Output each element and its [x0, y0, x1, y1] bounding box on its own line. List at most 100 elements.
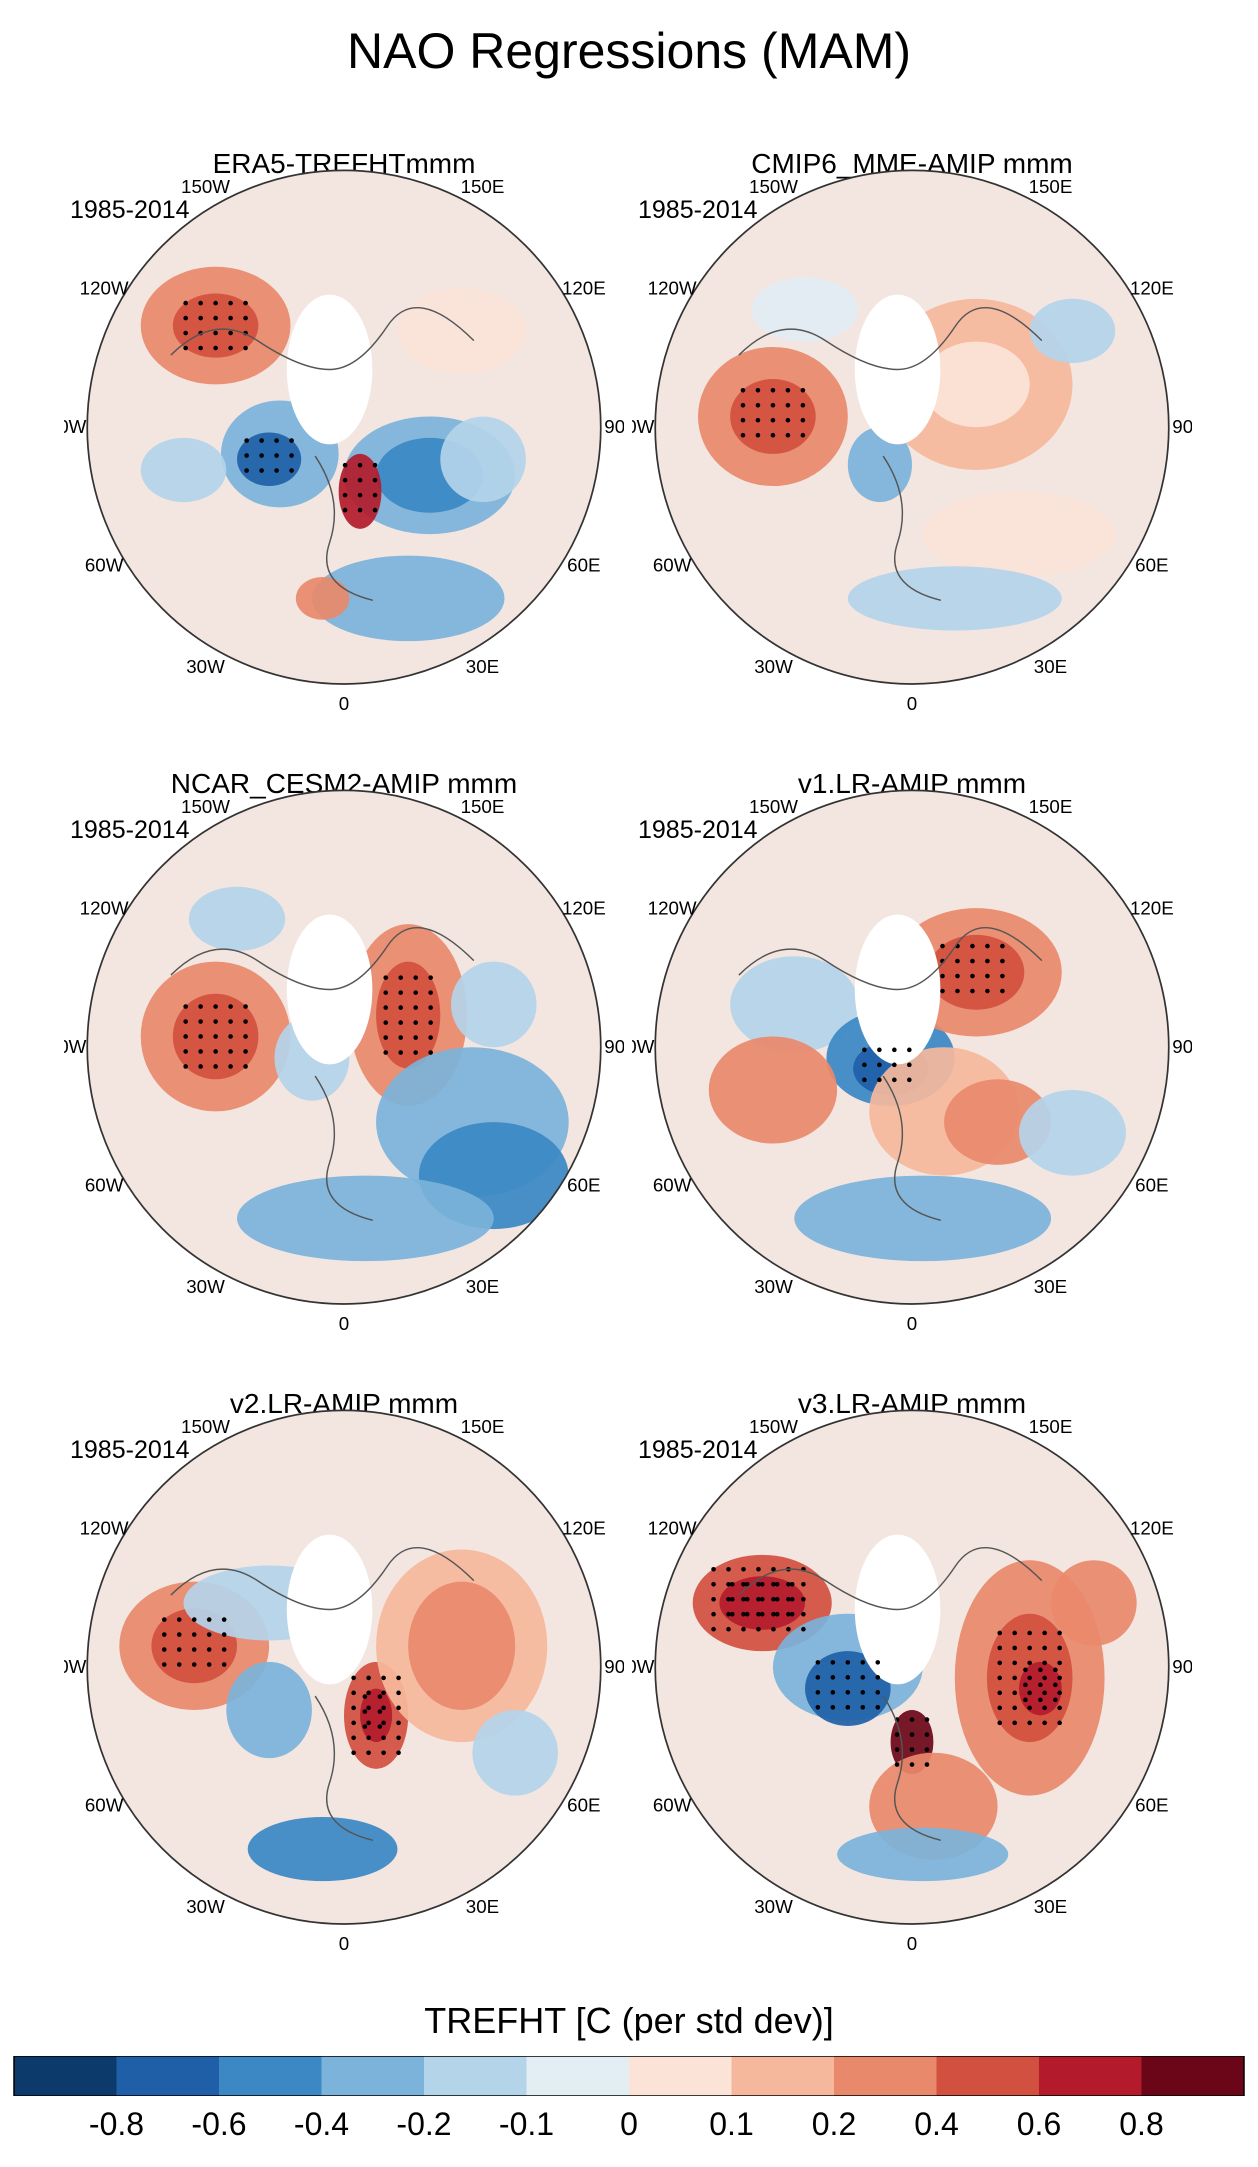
longitude-label: 150E	[1029, 796, 1073, 817]
longitude-label: 60W	[85, 1174, 124, 1195]
longitude-label: 180	[896, 156, 927, 160]
significance-stipple	[183, 300, 378, 513]
anomaly-region	[794, 1175, 1052, 1262]
colorbar-segment	[116, 2056, 219, 2096]
longitude-label: 90E	[1172, 416, 1192, 437]
anomaly-region	[730, 956, 859, 1053]
longitude-label: 120W	[80, 1517, 129, 1538]
anomaly-region	[847, 427, 912, 503]
anomaly-region	[408, 1581, 516, 1710]
colorbar-segment	[321, 2056, 424, 2096]
panel-period: 1985-2014	[638, 196, 758, 224]
polar-map: 180 150E 120E 90E 60E 30E 0 30W 60W 90W 120W 150W	[632, 776, 1192, 1334]
longitude-label: 120E	[1130, 897, 1174, 918]
coastline	[738, 1547, 1043, 1611]
significance-stipple	[862, 943, 1005, 1083]
longitude-label: 30W	[754, 1896, 793, 1917]
longitude-label: 150E	[461, 176, 505, 197]
longitude-label: 90W	[64, 1036, 87, 1057]
significance-stipple	[161, 1617, 401, 1756]
map-boundary	[86, 789, 602, 1305]
longitude-label: 0	[339, 1313, 349, 1334]
longitude-label: 30E	[1034, 1896, 1067, 1917]
longitude-label: 180	[328, 776, 359, 780]
anomaly-region	[730, 379, 816, 454]
anomaly-region	[376, 961, 441, 1069]
significance-stipple	[740, 387, 806, 438]
longitude-label: 120E	[562, 897, 606, 918]
longitude-label: 0	[907, 1933, 917, 1954]
anomaly-region	[1018, 1661, 1062, 1716]
map-boundary	[654, 789, 1170, 1305]
longitude-label: 90W	[632, 1036, 655, 1057]
longitude-label: 150W	[181, 176, 230, 197]
longitude-label: 60E	[567, 1794, 600, 1815]
anomaly-region	[188, 886, 286, 951]
anomaly-region	[472, 1709, 558, 1796]
longitude-label: 60E	[1135, 1174, 1168, 1195]
longitude-label: 150E	[461, 796, 505, 817]
coastline	[170, 1547, 475, 1611]
panel-period: 1985-2014	[638, 816, 758, 844]
significance-stipple	[711, 1566, 1062, 1767]
longitude-label: 120E	[562, 277, 606, 298]
longitude-label: 60E	[567, 1174, 600, 1195]
map-panel-cesm2: NCAR_CESM2-AMIP mmm 1985-2014 180150E120…	[64, 768, 624, 1368]
longitude-label: 60W	[85, 1794, 124, 1815]
anomaly-region	[140, 437, 227, 503]
colorbar-tick-label: -0.1	[498, 2106, 555, 2142]
colorbar-title: TREFHT [C (per std dev)]	[424, 2000, 834, 2041]
longitude-label: 90E	[604, 1656, 624, 1677]
anomaly-region	[226, 1661, 312, 1759]
longitude-label: 150E	[461, 1416, 505, 1437]
longitude-label: 180	[328, 1396, 359, 1400]
longitude-label: 150E	[1029, 1416, 1073, 1437]
longitude-label: 60W	[653, 1794, 692, 1815]
map-panel-cmip6-mme: CMIP6_MME-AMIP mmm 1985-2014 180150E120E…	[632, 148, 1192, 748]
colorbar-segment	[1141, 2056, 1244, 2096]
longitude-label: 0	[339, 693, 349, 714]
colorbar-segment	[629, 2056, 732, 2096]
colorbar	[13, 2056, 1245, 2096]
longitude-label: 60W	[85, 554, 124, 575]
longitude-label: 30W	[754, 656, 793, 677]
coastline	[170, 927, 475, 991]
map-panel-v2-lr: v2.LR-AMIP mmm 1985-2014 180150E120E90E6…	[64, 1388, 624, 1988]
colorbar-tick-label: -0.8	[88, 2106, 145, 2142]
colorbar-tick-label: -0.4	[293, 2106, 350, 2142]
coastline	[738, 307, 1043, 371]
longitude-label: 120E	[1130, 1517, 1174, 1538]
coastline	[882, 1075, 942, 1221]
map-panel-era5: ERA5-TREFHTmmm 1985-2014 180150E120E90E6…	[64, 148, 624, 748]
longitude-label: 60W	[653, 554, 692, 575]
longitude-label: 30E	[466, 1276, 499, 1297]
colorbar-tick-label: -0.6	[191, 2106, 247, 2142]
longitude-label: 180	[328, 156, 359, 160]
colorbar-tick-label: 0.8	[1119, 2106, 1164, 2142]
anomaly-region	[295, 576, 350, 620]
longitude-label: 120W	[80, 277, 129, 298]
longitude-label: 0	[907, 1313, 917, 1334]
map-panel-v3-lr: v3.LR-AMIP mmm 1985-2014 180150E120E90E6…	[632, 1388, 1192, 1988]
colorbar-segment	[834, 2056, 937, 2096]
longitude-label: 90W	[64, 416, 87, 437]
longitude-label: 90W	[64, 1656, 87, 1677]
map-boundary	[86, 1409, 602, 1925]
longitude-label: 90E	[1172, 1036, 1192, 1057]
longitude-label: 150W	[181, 796, 230, 817]
colorbar-segment	[14, 2056, 117, 2096]
panel-period: 1985-2014	[638, 1436, 758, 1464]
coastline	[314, 1075, 374, 1221]
longitude-label: 90W	[632, 1656, 655, 1677]
coastline	[170, 307, 475, 371]
anomaly-region	[360, 1688, 393, 1743]
longitude-label: 60E	[1135, 1794, 1168, 1815]
panel-period: 1985-2014	[70, 196, 190, 224]
anomaly-region	[1051, 1560, 1137, 1646]
longitude-label: 30E	[466, 1896, 499, 1917]
coastline	[738, 927, 1043, 991]
anomaly-region	[837, 1827, 1009, 1882]
anomaly-region	[311, 555, 505, 642]
anomaly-region	[805, 1651, 891, 1727]
polar-map: 180 150E 120E 90E 60E 30E 0 30W 60W 90W 120W 150W	[64, 1396, 624, 1954]
